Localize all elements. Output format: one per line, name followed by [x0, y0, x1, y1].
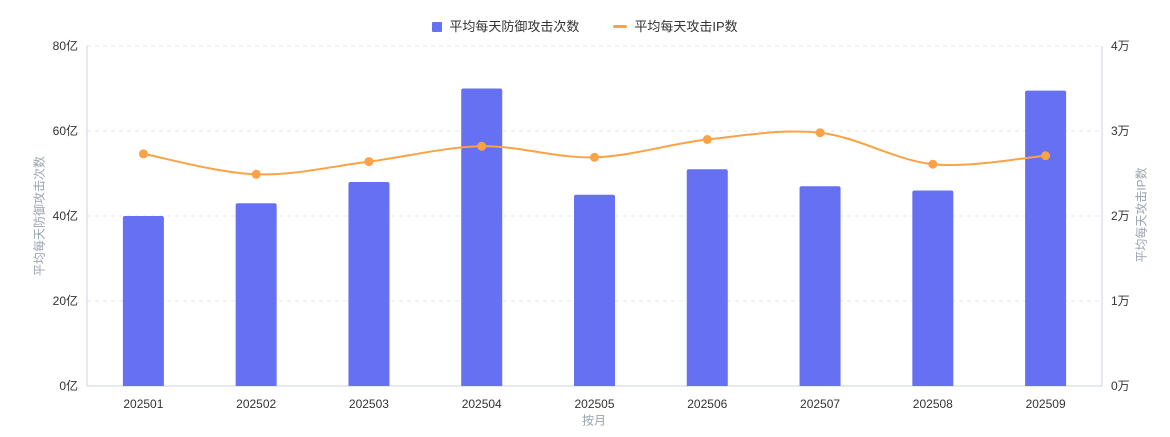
x-axis-tick-label: 202507 [800, 397, 840, 411]
bar-202508[interactable] [912, 190, 954, 387]
legend-item-attack-ips[interactable]: 平均每天攻击IP数 [613, 19, 738, 34]
line-point-202502[interactable] [251, 169, 261, 179]
x-axis-title: 按月 [581, 413, 607, 428]
right-axis-tick-label: 2万 [1111, 209, 1130, 223]
legend: 平均每天防御攻击次数 平均每天攻击IP数 [0, 20, 1170, 33]
bar-202509[interactable] [1025, 90, 1067, 386]
bar-202507[interactable] [799, 186, 841, 386]
right-axis-title: 平均每天攻击IP数 [1134, 167, 1149, 263]
left-axis-tick-label: 40亿 [53, 208, 78, 223]
right-axis-tick-label: 3万 [1111, 124, 1130, 138]
line-point-202508[interactable] [928, 159, 938, 169]
x-axis-tick-label: 202509 [1026, 397, 1066, 411]
x-axis-tick-label: 202504 [462, 397, 502, 411]
left-axis-tick-label: 0亿 [59, 378, 78, 393]
legend-item-defense-attacks[interactable]: 平均每天防御攻击次数 [432, 20, 579, 33]
x-axis-tick-label: 202503 [349, 397, 389, 411]
right-axis-tick-label: 1万 [1111, 294, 1130, 308]
left-axis-tick-label: 20亿 [53, 293, 78, 308]
line-point-202503[interactable] [364, 157, 374, 167]
line-point-202506[interactable] [702, 135, 712, 144]
x-axis-tick-label: 202506 [687, 397, 727, 411]
bar-202502[interactable] [235, 203, 277, 386]
bar-202506[interactable] [686, 169, 728, 386]
right-axis-tick-label: 0万 [1111, 379, 1130, 393]
bar-202503[interactable] [348, 182, 390, 386]
left-axis-tick-label: 80亿 [53, 38, 78, 53]
line-point-202504[interactable] [477, 141, 487, 151]
bar-202501[interactable] [122, 216, 164, 386]
line-series-marker-icon [613, 25, 628, 28]
line-point-202509[interactable] [1041, 151, 1051, 161]
x-axis-tick-label: 202502 [236, 397, 276, 411]
legend-label-attack-ips: 平均每天攻击IP数 [634, 19, 738, 34]
x-axis-tick-label: 202505 [574, 397, 614, 411]
x-axis-tick-label: 202508 [913, 397, 953, 411]
legend-label-defense-attacks: 平均每天防御攻击次数 [449, 19, 580, 34]
line-point-202505[interactable] [590, 152, 599, 162]
left-axis-tick-label: 60亿 [53, 123, 78, 138]
line-point-202501[interactable] [138, 149, 148, 159]
right-axis-tick-label: 4万 [1111, 39, 1130, 53]
bar-series-marker-icon [432, 21, 443, 32]
line-point-202507[interactable] [815, 128, 825, 138]
left-axis-title: 平均每天防御攻击次数 [32, 155, 47, 277]
bar-202504[interactable] [461, 88, 503, 387]
x-axis-tick-label: 202501 [123, 397, 163, 411]
bar-202505[interactable] [574, 194, 615, 386]
